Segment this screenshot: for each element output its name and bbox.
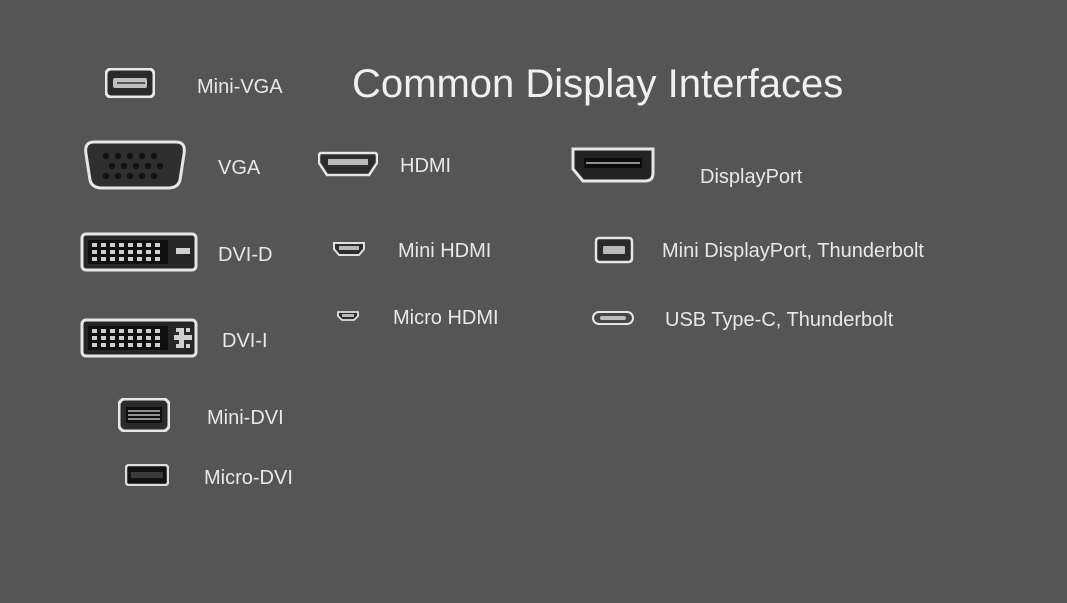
micro-dvi-icon xyxy=(125,464,169,486)
vga-label: VGA xyxy=(218,157,260,180)
micro-hdmi-label: Micro HDMI xyxy=(393,307,499,330)
mini-displayport-icon xyxy=(594,236,634,264)
dvi-d-label: DVI-D xyxy=(218,244,272,267)
dvi-d-icon xyxy=(80,230,198,274)
mini-vga-icon xyxy=(105,68,155,98)
page-title: Common Display Interfaces xyxy=(352,62,843,107)
mini-hdmi-icon xyxy=(332,241,366,257)
dvi-i-label: DVI-I xyxy=(222,330,268,353)
displayport-label: DisplayPort xyxy=(700,166,802,189)
mini-dvi-icon xyxy=(118,398,170,432)
mini-hdmi-label: Mini HDMI xyxy=(398,240,491,263)
mini-vga-label: Mini-VGA xyxy=(197,76,283,99)
hdmi-icon xyxy=(318,150,378,178)
dvi-i-icon xyxy=(80,316,198,360)
micro-dvi-label: Micro-DVI xyxy=(204,467,293,490)
mini-dvi-label: Mini-DVI xyxy=(207,407,284,430)
mini-displayport-label: Mini DisplayPort, Thunderbolt xyxy=(662,240,924,263)
vga-icon xyxy=(80,138,190,192)
usb-c-label: USB Type-C, Thunderbolt xyxy=(665,309,893,332)
usb-c-icon xyxy=(592,311,634,325)
displayport-icon xyxy=(570,146,656,184)
micro-hdmi-icon xyxy=(336,310,360,322)
hdmi-label: HDMI xyxy=(400,155,451,178)
